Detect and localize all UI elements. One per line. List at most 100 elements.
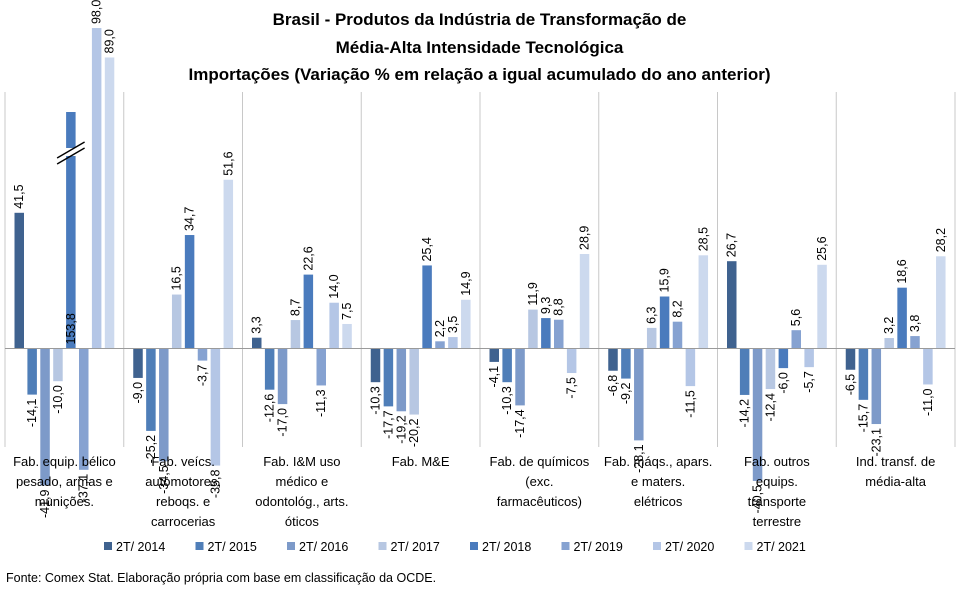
category-label: carrocerias [151,514,216,529]
data-label: -34,5 [157,465,171,494]
bar [646,327,657,349]
category-label: Fab. I&M uso [263,454,340,469]
category-label: elétricos [634,494,683,509]
category-label: Fab. de químicos [490,454,590,469]
category-label: munições. [35,494,94,509]
bar [316,348,326,386]
category-label: e maters. [631,474,685,489]
data-label: -10,3 [369,386,383,415]
data-label: 51,6 [221,151,235,175]
bar [515,348,525,406]
data-label: 15,9 [658,268,672,292]
bar [541,318,551,349]
bar [752,348,763,481]
data-label: 153,8 [64,313,78,344]
data-label: -40,5 [751,485,765,514]
legend-label: 2T/ 2020 [665,540,714,554]
category-label: (exc. [525,474,553,489]
bar [804,348,814,368]
data-label: 3,2 [882,317,896,334]
data-label: 22,6 [301,246,315,270]
data-label: 16,5 [170,266,184,290]
bar [672,321,683,349]
bar [554,319,564,349]
bar [778,348,789,369]
data-label: -11,3 [314,389,328,417]
bar [579,253,590,349]
legend-swatch [744,542,753,550]
bar [528,309,538,349]
data-label: -17,4 [513,409,527,438]
bar [79,348,89,470]
bar [765,348,776,390]
bar [739,348,750,395]
data-label: -11,5 [683,390,697,418]
bar [858,348,869,400]
bar [884,338,894,349]
chart-title-line-1: Brasil - Produtos da Indústria de Transf… [272,10,687,29]
legend-label: 2T/ 2018 [482,540,531,554]
legend-label: 2T/ 2017 [391,540,440,554]
bar [923,348,933,385]
data-label: -23,1 [869,428,883,457]
data-label: -15,7 [856,404,870,433]
data-label: -3,7 [196,365,210,387]
category-label: Fab. máqs., apars. [604,454,712,469]
category-label: equips. [756,474,798,489]
legend-swatch [287,542,295,550]
data-label: -41,9 [38,489,52,518]
data-label: -12,6 [263,394,277,423]
bar [14,212,24,349]
legend-label: 2T/ 2019 [574,540,623,554]
bar [910,336,920,349]
legend-label: 2T/ 2015 [208,540,257,554]
bar [409,348,419,415]
chart-title-line-3: Importações (Variação % em relação a igu… [188,65,771,84]
bar [171,294,182,349]
legend-swatch [561,542,570,550]
bar [727,261,737,349]
data-label: 6,3 [645,306,659,323]
data-label: 11,9 [526,282,540,305]
bar [252,337,262,349]
data-label: 28,2 [934,228,948,252]
data-label: 7,5 [340,303,354,320]
data-label: -17,7 [381,410,395,439]
bar [184,235,195,349]
bar [91,28,102,349]
bar [133,348,143,378]
data-label: -19,2 [394,415,408,444]
data-label: -10,0 [51,385,65,414]
data-label: 18,6 [895,259,909,283]
data-label: -6,8 [606,375,620,397]
bar [621,348,631,379]
data-label: -6,5 [844,374,858,396]
axis-break-mark [56,141,85,159]
legend-swatch [195,542,204,550]
data-label: -25,2 [144,435,158,464]
bar [685,348,696,387]
category-label: transporte [748,494,807,509]
data-label: 8,2 [671,300,685,317]
category-label: terrestre [753,514,801,529]
data-label: 3,5 [446,316,460,333]
legend-label: 2T/ 2014 [116,540,165,554]
bar [396,348,407,412]
bar [897,287,907,349]
source-note: Fonte: Comex Stat. Elaboração própria co… [6,571,437,585]
bar [634,348,644,441]
bar [461,299,471,349]
legend-swatch [653,542,661,550]
bar [422,265,432,349]
category-label: pesado, armas e [16,474,113,489]
axis-break-gap [64,148,78,156]
data-label: 34,7 [183,207,197,231]
data-label: -12,4 [763,393,777,422]
data-label: 2,2 [433,320,447,337]
data-label: 8,7 [288,299,302,316]
category-label: Ind. transf. de [856,454,936,469]
data-label: -37,1 [77,474,91,503]
bar [104,57,115,349]
data-label: 98,0 [90,0,104,24]
category-label: farmacêuticos) [497,494,582,509]
